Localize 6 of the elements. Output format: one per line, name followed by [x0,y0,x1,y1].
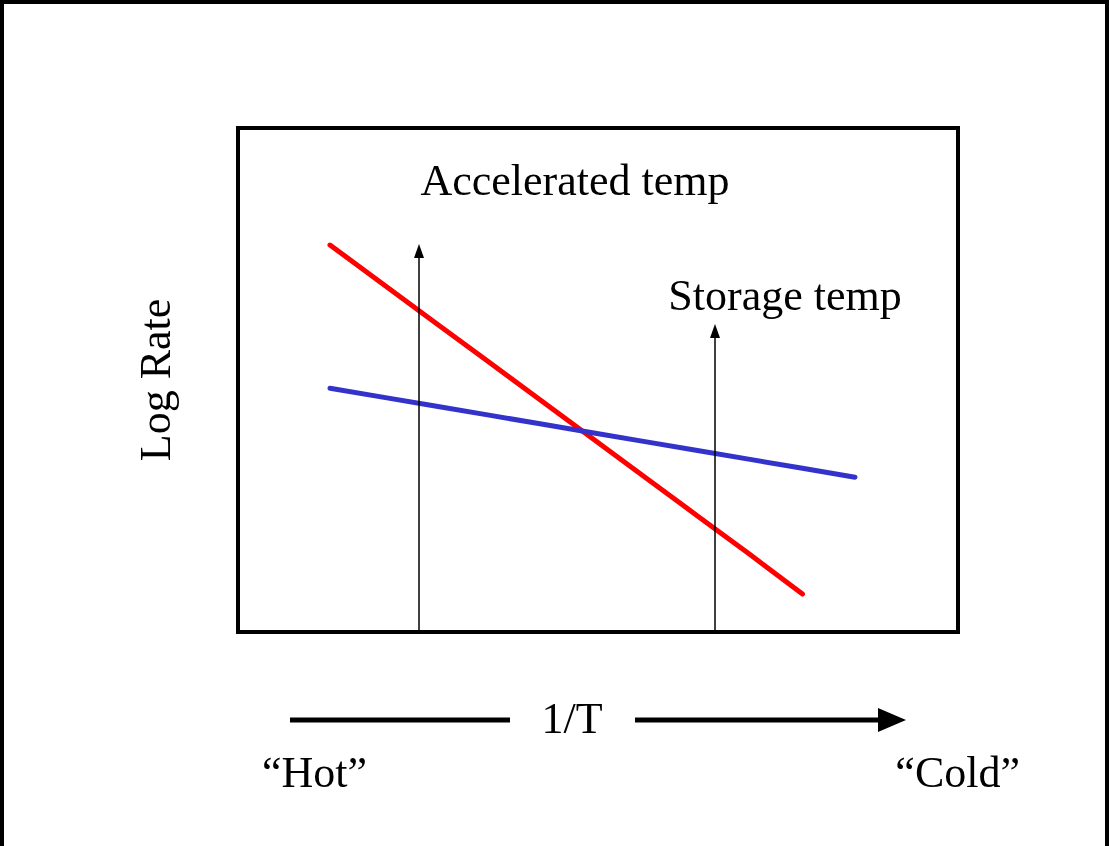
text: Accelerated temp [420,155,730,205]
text: “Hot” [262,747,368,797]
x-axis-title: 1/T [541,693,603,743]
y-axis-title: Log Rate [130,298,180,462]
annotation: Storage temp [668,270,902,320]
text: “Cold” [895,747,1020,797]
